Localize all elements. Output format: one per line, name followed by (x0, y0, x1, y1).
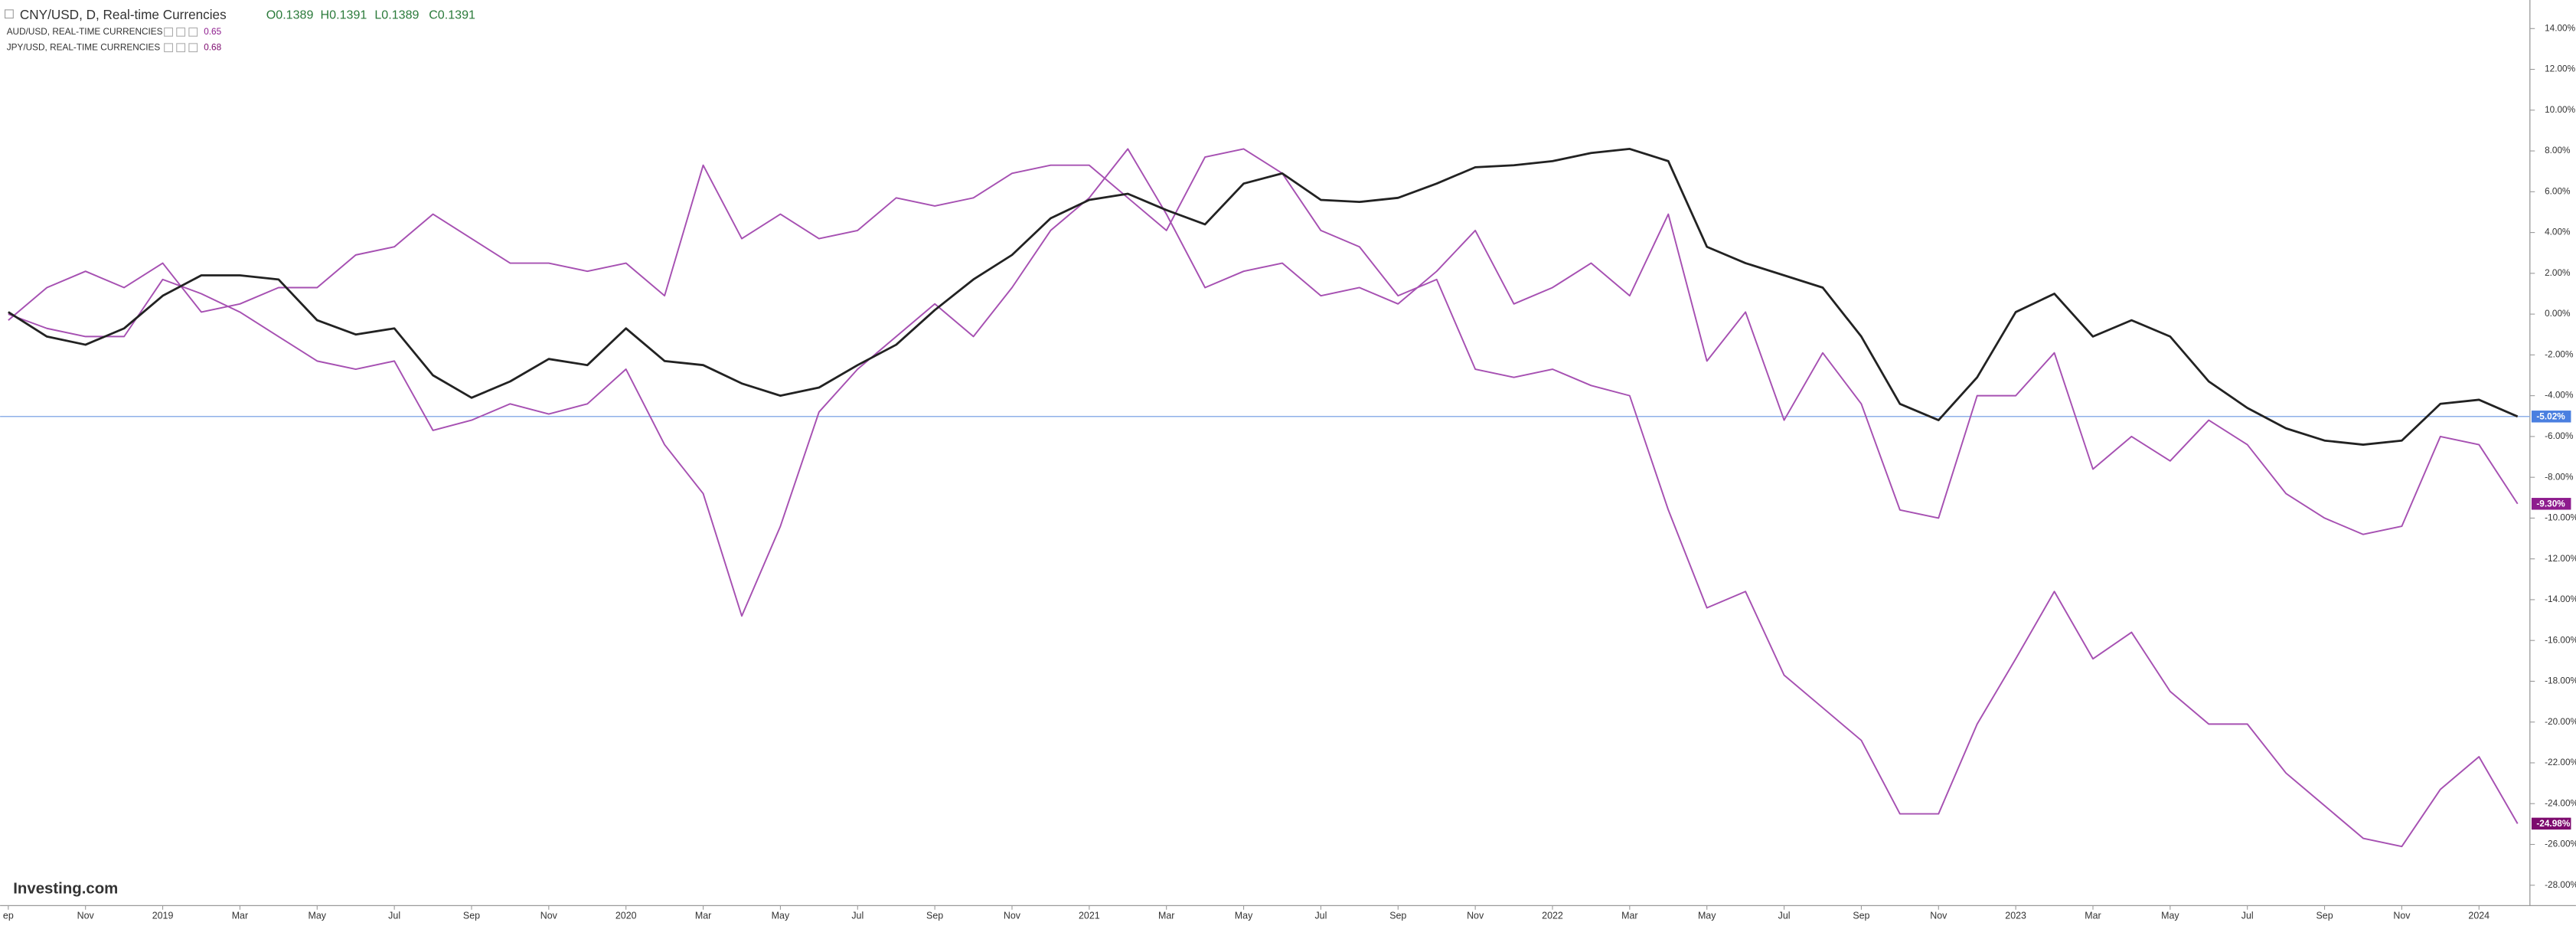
x-tick-label: May (309, 911, 327, 921)
legend-icon (164, 43, 173, 53)
y-tick-label: 4.00% (2545, 227, 2571, 237)
legend-icon (176, 27, 186, 37)
x-tick-label: Sep (1389, 911, 1406, 921)
last-value-label: -9.30% (2536, 499, 2565, 509)
y-tick-label: -22.00% (2545, 757, 2576, 767)
last-value-bg (2531, 411, 2571, 423)
series-line (8, 148, 2519, 446)
y-tick-label: -12.00% (2545, 553, 2576, 564)
x-tick-label: 2020 (615, 911, 637, 921)
x-tick-label: 2019 (152, 911, 174, 921)
x-tick-label: Jul (388, 911, 400, 921)
x-tick-label: Mar (232, 911, 248, 921)
x-tick-label: May (1235, 911, 1253, 921)
y-tick-label: -28.00% (2545, 879, 2576, 890)
ohlc-value: O0.1389 (266, 8, 314, 22)
y-tick-label: 8.00% (2545, 145, 2571, 155)
y-tick-label: 6.00% (2545, 185, 2571, 196)
x-tick-label: Nov (1467, 911, 1484, 921)
watermark: Investing.com (13, 880, 118, 897)
last-value-tag: -5.02% (2531, 411, 2571, 423)
x-tick-label: Jul (2241, 911, 2254, 921)
y-tick-label: -6.00% (2545, 430, 2574, 441)
y-tick-label: 12.00% (2545, 64, 2576, 74)
x-tick-label: 2021 (1079, 911, 1100, 921)
x-tick-label: Sep (2316, 911, 2333, 921)
y-tick-label: -18.00% (2545, 676, 2576, 686)
y-tick-label: -8.00% (2545, 471, 2574, 482)
ohlc-value: H0.1391 (321, 8, 367, 22)
y-tick-label: 0.00% (2545, 308, 2571, 319)
x-tick-label: May (2161, 911, 2179, 921)
legend-name: JPY/USD, REAL-TIME CURRENCIES (7, 41, 161, 52)
legend-icon (188, 27, 198, 37)
x-tick-label: Mar (1621, 911, 1637, 921)
y-tick-label: 14.00% (2545, 22, 2576, 33)
x-tick-label: Jul (1778, 911, 1791, 921)
x-tick-label: Nov (2393, 911, 2411, 921)
y-tick-label: 2.00% (2545, 267, 2571, 278)
y-tick-label: 10.00% (2545, 104, 2576, 115)
y-tick-label: -4.00% (2545, 390, 2574, 401)
x-tick-label: Sep (1853, 911, 1869, 921)
y-tick-label: -14.00% (2545, 594, 2576, 604)
x-tick-label: 2022 (1542, 911, 1563, 921)
y-tick-label: -20.00% (2545, 716, 2576, 727)
x-tick-label: Nov (1930, 911, 1948, 921)
last-value-tag: -24.98% (2531, 817, 2571, 830)
legend-icon (164, 27, 173, 37)
x-tick-label: Mar (2085, 911, 2101, 921)
last-value-label: -24.98% (2536, 818, 2570, 829)
y-tick-label: -16.00% (2545, 634, 2576, 645)
x-tick-label: Mar (695, 911, 711, 921)
ohlc-value: L0.1389 (374, 8, 419, 22)
series-line (8, 148, 2519, 617)
last-value-bg (2531, 817, 2571, 830)
x-tick-label: Mar (1158, 911, 1174, 921)
x-tick-label: Jul (1314, 911, 1327, 921)
x-tick-label: 2023 (2005, 911, 2026, 921)
last-value-bg (2531, 498, 2571, 510)
x-tick-label: Nov (1004, 911, 1021, 921)
y-tick-label: -10.00% (2545, 512, 2576, 523)
chart-title: CNY/USD, D, Real-time Currencies (20, 7, 227, 22)
legend-name: AUD/USD, REAL-TIME CURRENCIES (7, 26, 163, 37)
x-tick-label: Nov (540, 911, 558, 921)
legend-icon (188, 43, 198, 53)
y-tick-label: -26.00% (2545, 839, 2576, 849)
x-tick-label: Sep (926, 911, 943, 921)
x-tick-label: Jul (851, 911, 864, 921)
x-tick-label: May (772, 911, 790, 921)
x-tick-label: Nov (77, 911, 95, 921)
x-tick-label: ep (3, 911, 14, 921)
last-value-tag: -9.30% (2531, 498, 2571, 510)
series-line (8, 148, 2519, 848)
x-tick-label: May (1698, 911, 1716, 921)
last-value-label: -5.02% (2536, 411, 2565, 422)
ohlc-value: C0.1391 (429, 8, 475, 22)
y-tick-label: -2.00% (2545, 348, 2574, 359)
y-tick-label: -24.00% (2545, 797, 2576, 808)
legend-icon (176, 43, 186, 53)
x-tick-label: 2024 (2468, 911, 2489, 921)
legend-price: 0.65 (204, 26, 221, 37)
x-tick-label: Sep (463, 911, 480, 921)
legend-price: 0.68 (204, 41, 221, 52)
collapse-icon[interactable] (5, 9, 14, 19)
